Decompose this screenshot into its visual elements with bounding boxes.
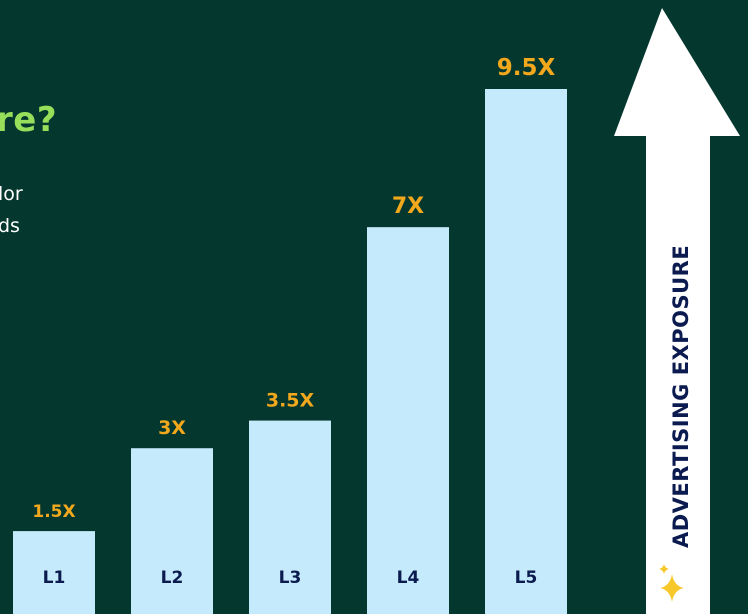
body-text-line-2: ds — [0, 215, 20, 237]
value-label-l1: 1.5X — [32, 502, 75, 522]
sparkle-icon — [659, 564, 684, 602]
category-label-l1: L1 — [43, 568, 66, 588]
value-label-l5: 9.5X — [497, 55, 556, 81]
bar-l4 — [367, 227, 449, 614]
bar-l1 — [13, 531, 95, 614]
arrow-up-icon — [614, 8, 740, 614]
exposure-arrow: ADVERTISING EXPOSURE — [614, 8, 740, 614]
heading-fragment: re? — [0, 100, 58, 140]
value-label-l2: 3X — [158, 417, 186, 439]
category-label-l2: L2 — [161, 568, 184, 588]
bar-l2 — [131, 448, 213, 614]
body-text-line-1: lor — [0, 183, 23, 205]
bars-group: 1.5X L1 3X L2 3.5X L3 7X L4 9.5X L5 — [13, 55, 567, 614]
value-label-l3: 3.5X — [266, 390, 315, 412]
category-label-l4: L4 — [397, 568, 420, 588]
value-label-l4: 7X — [392, 194, 424, 219]
bar-l5 — [485, 89, 567, 614]
category-label-l5: L5 — [515, 568, 538, 588]
category-label-l3: L3 — [279, 568, 302, 588]
y-axis-label: ADVERTISING EXPOSURE — [669, 245, 693, 548]
bar-l3 — [249, 420, 331, 614]
